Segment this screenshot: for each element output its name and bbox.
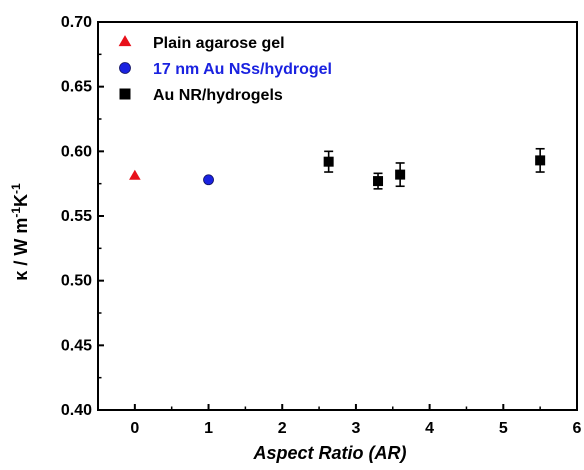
x-tick-label: 0 [130,420,139,437]
legend-label: Au NR/hydrogels [153,87,283,104]
legend: Plain agarose gel 17 nm Au NSs/hydrogel Au… [118,35,332,104]
plot-frame [97,21,578,411]
x-tick-label: 2 [278,420,287,437]
y-axis-title-sup2: -1 [9,183,23,194]
data-point-square [373,176,384,187]
legend-marker-circle [119,62,131,74]
legend-marker-square [119,88,131,100]
y-tick-label: 0.70 [61,14,92,31]
x-tick-label: 4 [425,420,434,437]
legend-label: Plain agarose gel [153,35,285,52]
y-tick-label: 0.50 [61,273,92,290]
y-axis-title-sup1: -1 [9,207,23,218]
axes [97,21,578,411]
x-tick-label: 6 [573,420,582,437]
legend-marker-triangle [118,35,132,47]
x-tick-label: 1 [204,420,213,437]
legend-label: 17 nm Au NSs/hydrogel [153,61,332,78]
x-axis-title: Aspect Ratio (AR) [252,443,406,463]
x-tick-label: 5 [499,420,508,437]
y-axis-title-mid: K [11,194,31,207]
y-axis-title: κ / W m-1K-1 [9,183,31,281]
data-marks [129,147,546,190]
data-point-square [395,169,406,180]
data-point-square [535,155,546,166]
y-tick-label: 0.60 [61,143,92,160]
y-tick-label: 0.55 [61,208,92,225]
y-tick-label: 0.65 [61,79,92,96]
y-axis-ticks: 0.40 0.45 0.50 0.55 0.60 0.65 0.70 [61,14,104,419]
y-axis-title-main: κ / W m [11,218,31,281]
data-point-triangle [129,169,141,180]
y-tick-label: 0.45 [61,337,92,354]
data-point-square [323,156,334,167]
data-point-circle [203,174,214,186]
x-axis-ticks: 0 1 2 3 4 5 6 [130,404,582,437]
y-tick-label: 0.40 [61,402,92,419]
x-tick-label: 3 [351,420,360,437]
